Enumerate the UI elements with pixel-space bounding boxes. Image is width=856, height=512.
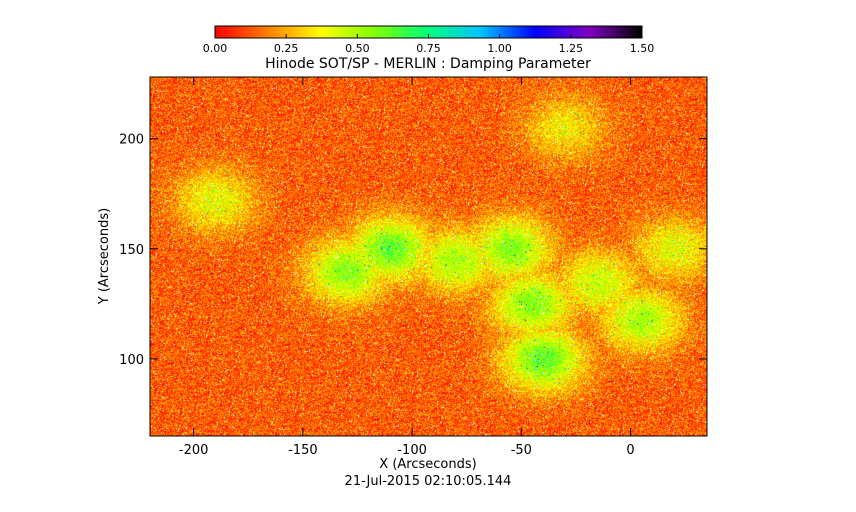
chart-title: Hinode SOT/SP - MERLIN : Damping Paramet…: [265, 56, 591, 72]
x-tick-label: 0: [626, 443, 634, 458]
colorbar-tick-label: 0.00: [203, 42, 228, 55]
y-tick-label: 100: [119, 353, 144, 368]
colorbar-tick-label: 0.25: [274, 42, 299, 55]
x-tick-label: -200: [179, 443, 209, 458]
colorbar-tick-label: 1.00: [487, 42, 512, 55]
plot-area: -200 -150 -100 -50 0 100 150 200: [119, 76, 708, 458]
y-tick-label: 200: [119, 133, 144, 148]
x-tick-label: -100: [397, 443, 427, 458]
colorbar: 0.00 0.25 0.50 0.75 1.00 1.25 1.50: [203, 25, 655, 55]
x-axis-ticks: -200 -150 -100 -50 0: [179, 77, 635, 458]
colorbar-tick-label: 1.50: [630, 42, 655, 55]
colorbar-tick-label: 0.50: [345, 42, 370, 55]
y-tick-label: 150: [119, 243, 144, 258]
x-tick-label: -150: [288, 443, 318, 458]
x-tick-label: -50: [511, 443, 532, 458]
x-axis-label: X (Arcseconds): [379, 457, 476, 472]
timestamp: 21-Jul-2015 02:10:05.144: [345, 474, 512, 489]
y-axis-label: Y (Arcseconds): [97, 208, 112, 305]
colorbar-tick-label: 0.75: [416, 42, 441, 55]
heatmap-image: [150, 77, 707, 436]
colorbar-ticks: 0.00 0.25 0.50 0.75 1.00 1.25 1.50: [203, 34, 655, 55]
y-axis-ticks: 100 150 200: [119, 133, 707, 368]
colorbar-tick-label: 1.25: [559, 42, 584, 55]
plot-frame: [149, 76, 708, 437]
